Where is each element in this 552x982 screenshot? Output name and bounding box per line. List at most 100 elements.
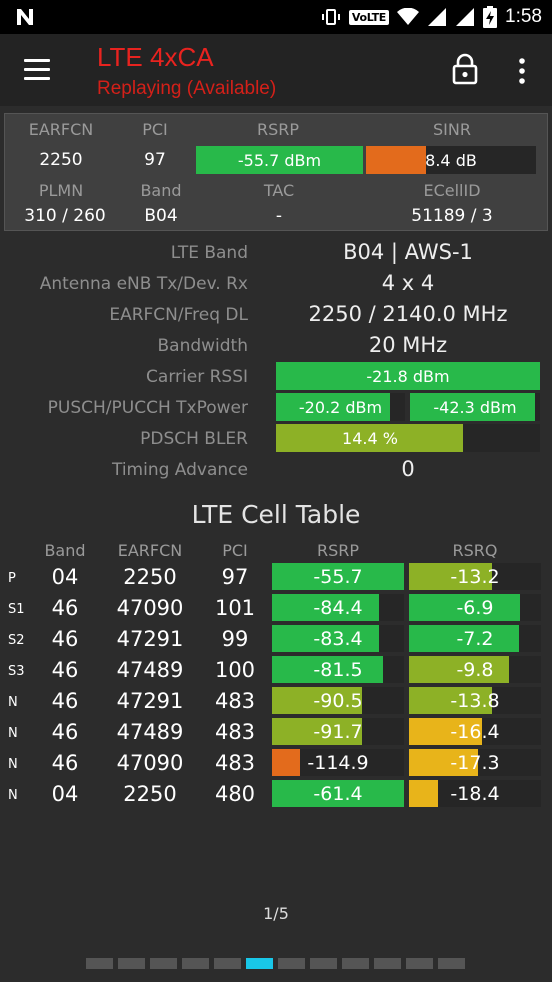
- row-pci: 483: [214, 720, 256, 744]
- volte-badge: VoLTE: [348, 9, 390, 25]
- timing-advance-label: Timing Advance: [111, 460, 248, 480]
- sinr-bar-text: 8.4 dB: [425, 150, 477, 170]
- row-pci: 480: [214, 782, 256, 806]
- page-dot[interactable]: [150, 958, 177, 969]
- page-dot[interactable]: [374, 958, 401, 969]
- page-dot[interactable]: [278, 958, 305, 969]
- row-rsrp-value: -81.5: [313, 658, 363, 681]
- summary-panel: EARFCN PCI RSRP SINR 2250 97 -55.7 dBm 8…: [4, 113, 548, 231]
- pdsch-bler-bar-text: 14.4 %: [342, 428, 398, 448]
- row-band: 04: [51, 782, 79, 806]
- sinr-label: SINR: [433, 120, 471, 139]
- row-pci: 101: [214, 596, 256, 620]
- vibrate-icon: [321, 9, 340, 25]
- txpower-label: PUSCH/PUCCH TxPower: [47, 398, 248, 418]
- pucch-bar-text: -42.3 dBm: [433, 397, 517, 417]
- row-rsrq-bar: -18.4: [409, 780, 541, 807]
- page-dot[interactable]: [310, 958, 337, 969]
- app-bar: LTE 4xCA Replaying (Available): [0, 34, 552, 106]
- page-dot[interactable]: [246, 958, 273, 969]
- row-rsrp-bar-fill: [272, 656, 383, 683]
- earfcn-value: 2250: [39, 150, 83, 170]
- row-rsrq-bar: -16.4: [409, 718, 541, 745]
- row-rsrp-value: -114.9: [307, 751, 369, 774]
- rsrp-label: RSRP: [256, 120, 300, 139]
- row-rsrp-value: -61.4: [313, 782, 363, 805]
- row-earfcn: 2250: [123, 782, 177, 806]
- pdsch-bler-bar: 14.4 %: [276, 424, 540, 452]
- more-options-icon[interactable]: [510, 56, 534, 86]
- col-pci-header: PCI: [222, 541, 248, 560]
- page-dot[interactable]: [406, 958, 433, 969]
- sinr-bar: 8.4 dB: [366, 146, 536, 174]
- pucch-bar: -42.3 dBm: [410, 393, 540, 421]
- col-band-header: Band: [44, 541, 86, 560]
- row-earfcn: 47489: [116, 720, 184, 744]
- page-dot[interactable]: [86, 958, 113, 969]
- row-rsrp-bar-fill: [272, 780, 404, 807]
- pucch-bar-fill: [410, 393, 535, 421]
- lte-band-label: LTE Band: [170, 243, 248, 263]
- earfcn-label: EARFCN: [28, 120, 94, 139]
- row-band: 46: [51, 596, 79, 620]
- rsrp-bar-text: -55.7 dBm: [237, 150, 322, 170]
- pusch-bar-text: -20.2 dBm: [298, 397, 383, 417]
- row-rsrq-value: -13.8: [450, 689, 500, 712]
- row-type: S2: [8, 633, 25, 648]
- row-rsrq-value: -16.4: [450, 720, 500, 743]
- row-rsrp-bar: -81.5: [272, 656, 404, 683]
- row-type: N: [8, 726, 18, 741]
- page-dot[interactable]: [438, 958, 465, 969]
- row-pci: 483: [214, 689, 256, 713]
- carrier-rssi-label: Carrier RSSI: [146, 367, 248, 387]
- carrier-rssi-bar-text: -21.8 dBm: [366, 366, 450, 386]
- row-rsrp-value: -90.5: [313, 689, 363, 712]
- row-rsrp-bar: -114.9: [272, 749, 404, 776]
- col-rsrp-header: RSRP: [316, 541, 360, 560]
- row-type: S1: [8, 602, 25, 617]
- row-rsrq-value: -17.3: [450, 751, 500, 774]
- row-band: 46: [51, 689, 79, 713]
- row-type: N: [8, 757, 18, 772]
- clock: 1:58: [505, 6, 542, 27]
- row-rsrp-bar: -91.7: [272, 718, 404, 745]
- band-label: Band: [140, 181, 182, 200]
- row-earfcn: 47291: [116, 689, 184, 713]
- page-dot[interactable]: [214, 958, 241, 969]
- page-indicator: 1/5: [263, 904, 289, 923]
- row-rsrq-value: -13.2: [450, 565, 500, 588]
- row-rsrq-bar-fill: [409, 780, 438, 807]
- row-band: 46: [51, 720, 79, 744]
- earfcn-freq-value: 2250 / 2140.0 MHz: [308, 302, 508, 326]
- row-earfcn: 47090: [116, 596, 184, 620]
- rsrp-bar-fill: [196, 146, 363, 174]
- plmn-label: PLMN: [38, 181, 84, 200]
- row-rsrp-value: -91.7: [313, 720, 363, 743]
- plmn-value: 310 / 260: [24, 206, 106, 226]
- row-rsrp-bar-fill: [272, 687, 362, 714]
- ecellid-value: 51189 / 3: [411, 206, 493, 226]
- row-rsrp-bar: -84.4: [272, 594, 404, 621]
- row-band: 46: [51, 658, 79, 682]
- row-rsrq-value: -9.8: [456, 658, 494, 681]
- sinr-bar-fill: [366, 146, 426, 174]
- row-rsrq-value: -7.2: [456, 627, 494, 650]
- page-dot[interactable]: [118, 958, 145, 969]
- page-dot[interactable]: [342, 958, 369, 969]
- page-dot[interactable]: [182, 958, 209, 969]
- pdsch-bler-bar-fill: [276, 424, 464, 452]
- app-subtitle: Replaying (Available): [97, 78, 277, 99]
- row-rsrq-bar: -13.8: [409, 687, 541, 714]
- col-rsrq-header: RSRQ: [452, 541, 498, 560]
- row-rsrq-bar-fill: [409, 625, 519, 652]
- lock-icon[interactable]: [451, 53, 479, 85]
- row-rsrq-bar: -17.3: [409, 749, 541, 776]
- row-rsrp-value: -84.4: [313, 596, 363, 619]
- app-title: LTE 4xCA: [97, 42, 214, 72]
- menu-icon[interactable]: [24, 59, 50, 81]
- bandwidth-value: 20 MHz: [368, 333, 448, 357]
- row-pci: 483: [214, 751, 256, 775]
- row-type: P: [8, 571, 16, 586]
- pci-label: PCI: [142, 120, 168, 139]
- timing-advance-value: 0: [401, 457, 415, 481]
